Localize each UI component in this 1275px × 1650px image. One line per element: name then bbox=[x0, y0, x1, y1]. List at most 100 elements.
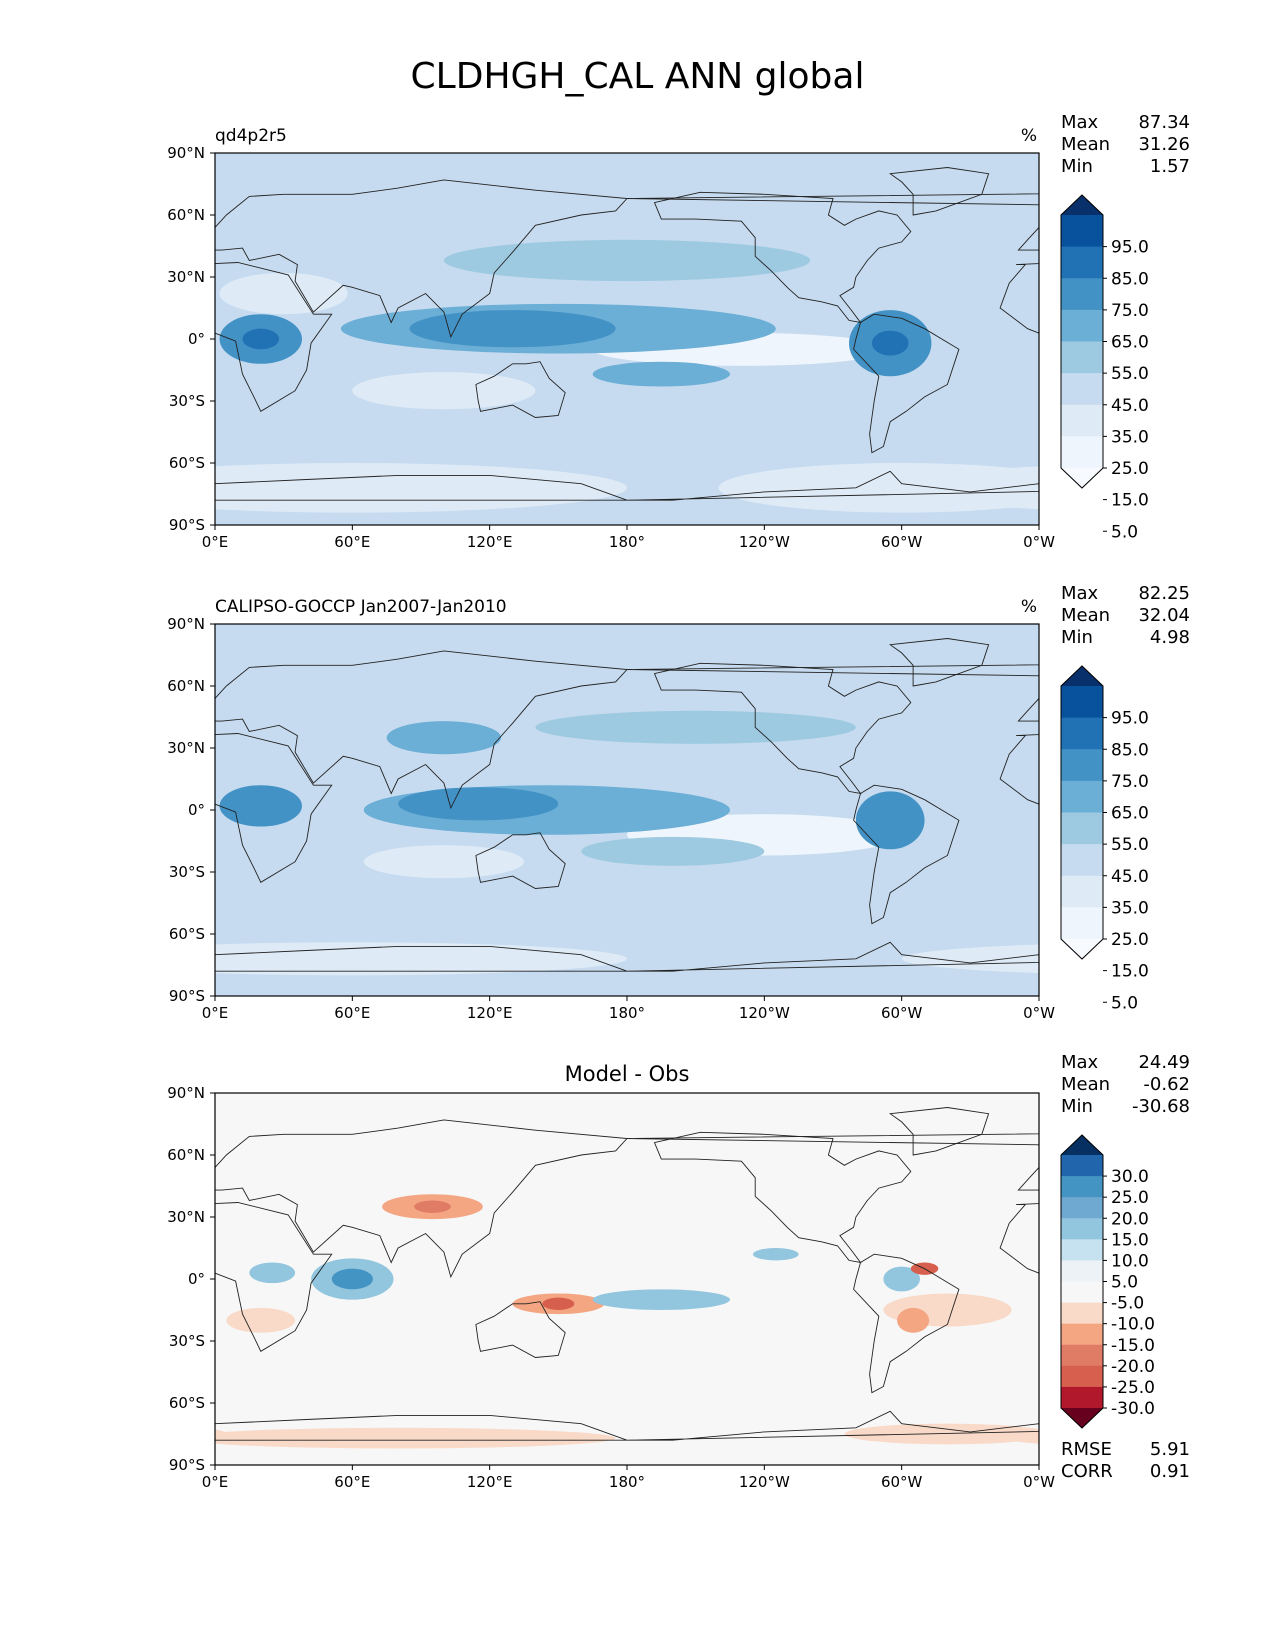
x-tick-label: 0°W bbox=[1023, 1004, 1055, 1022]
colorbar-tick-label: 55.0 bbox=[1111, 835, 1149, 855]
field-feature-8-wrap bbox=[1234, 310, 1275, 347]
field-feature-15-wrap bbox=[87, 1262, 114, 1274]
x-tick-label: 180° bbox=[609, 1473, 645, 1491]
field-feature-5 bbox=[352, 372, 536, 410]
stat-label-max: Max bbox=[1061, 112, 1099, 133]
x-tick-label: 180° bbox=[609, 1004, 645, 1022]
x-tick-label: 120°E bbox=[467, 533, 513, 551]
colorbar-tick-label: 75.0 bbox=[1111, 772, 1149, 792]
y-tick-label: 30°S bbox=[169, 392, 205, 410]
antarctica-outline-east bbox=[626, 470, 1039, 501]
y-tick-label: 60°S bbox=[169, 925, 205, 943]
field-feature-3 bbox=[363, 845, 524, 879]
colorbar-tick-label: -25.0 bbox=[1111, 1378, 1155, 1398]
units-label: % bbox=[1021, 126, 1037, 146]
antarctica-outline-west bbox=[215, 1414, 628, 1441]
x-tick-label: 120°E bbox=[467, 1004, 513, 1022]
colorbar: 30.025.020.015.010.05.0-5.0-10.0-15.0-20… bbox=[1060, 1134, 1155, 1429]
colorbar-tick-label: 35.0 bbox=[1111, 898, 1149, 918]
field-feature-9 bbox=[855, 791, 925, 850]
field-feature-3 bbox=[219, 272, 348, 315]
africa-outline-east bbox=[999, 263, 1039, 334]
australia-outline bbox=[475, 361, 566, 418]
colorbar-segment bbox=[1061, 278, 1103, 311]
x-tick-label: 0°E bbox=[202, 533, 229, 551]
y-tick-label: 90°N bbox=[167, 144, 205, 162]
colorbar-segment bbox=[1061, 404, 1103, 437]
colorbar-tick-label: 15.0 bbox=[1111, 491, 1149, 511]
colorbar-tick-label: 25.0 bbox=[1111, 1188, 1149, 1208]
colorbar-tick-label: -20.0 bbox=[1111, 1357, 1155, 1377]
x-tick-label: 60°E bbox=[334, 1473, 370, 1491]
africa-outline-west bbox=[215, 733, 333, 883]
y-tick-label: 0° bbox=[188, 801, 205, 819]
field-feature-16-wrap bbox=[73, 1308, 105, 1333]
field-feature-12-wrap bbox=[48, 331, 85, 356]
colorbar-segment bbox=[1061, 1155, 1103, 1177]
colorbar-tick-label: 95.0 bbox=[1111, 709, 1149, 729]
colorbar-segment bbox=[1061, 1323, 1103, 1346]
stat-label-min: Min bbox=[1061, 627, 1093, 648]
colorbar-tick-label: 30.0 bbox=[1111, 1167, 1149, 1187]
field-feature-9-wrap bbox=[32, 791, 101, 849]
field-feature-1-wrap bbox=[1004, 1432, 1039, 1444]
x-tick-label: 120°E bbox=[467, 1473, 513, 1491]
y-tick-label: 30°S bbox=[169, 1332, 205, 1350]
panel-title: Model - Obs bbox=[565, 1062, 690, 1086]
field-feature-8 bbox=[331, 1268, 373, 1290]
stat-label-min: Min bbox=[1061, 1096, 1093, 1117]
field-feature-7-wrap bbox=[1165, 304, 1275, 354]
stat-value-mean: -0.62 bbox=[1143, 1074, 1190, 1095]
colorbar-extend-bottom bbox=[1061, 939, 1103, 959]
figure-title: CLDHGH_CAL ANN global bbox=[410, 56, 865, 97]
colorbar-segment bbox=[1061, 1386, 1103, 1409]
colorbar-tick-label: -30.0 bbox=[1111, 1399, 1155, 1419]
y-tick-label: 60°S bbox=[169, 1394, 205, 1412]
map-field bbox=[0, 624, 1275, 996]
colorbar-tick-label: -10.0 bbox=[1111, 1315, 1155, 1335]
africa-outline-west bbox=[215, 1202, 333, 1352]
field-feature-3-wrap bbox=[1188, 845, 1275, 878]
colorbar-tick-label: 15.0 bbox=[1111, 1230, 1149, 1250]
y-tick-label: 90°S bbox=[169, 1456, 205, 1474]
field-feature-14 bbox=[226, 1307, 296, 1333]
corr-label: CORR bbox=[1061, 1461, 1113, 1482]
colorbar-tick-label: 25.0 bbox=[1111, 459, 1149, 479]
stat-value-min: 4.98 bbox=[1150, 627, 1190, 648]
colorbar-segment bbox=[1061, 1176, 1103, 1198]
y-tick-label: 90°S bbox=[169, 987, 205, 1005]
map-panel-1: 0°E 60°E 120°E 180° 120°W 60°W 0°W 90°N 60°N 30°N… bbox=[0, 112, 1275, 551]
colorbar-segment bbox=[1061, 686, 1103, 719]
map-field bbox=[73, 1093, 1197, 1465]
map-field bbox=[0, 153, 1275, 525]
x-tick-label: 60°E bbox=[334, 1004, 370, 1022]
field-feature-8 bbox=[219, 785, 302, 827]
greenland-outline bbox=[888, 167, 990, 216]
field-feature-8-wrap bbox=[1156, 1269, 1197, 1290]
stat-value-min: 1.57 bbox=[1150, 156, 1190, 177]
africa-outline-east bbox=[999, 1203, 1039, 1274]
colorbar-segment bbox=[1061, 373, 1103, 406]
colorbar-segment bbox=[1061, 1365, 1103, 1388]
colorbar-tick-label: 20.0 bbox=[1111, 1209, 1149, 1229]
colorbar-segment bbox=[1061, 1239, 1103, 1261]
x-tick-label: 0°W bbox=[1023, 1473, 1055, 1491]
y-tick-label: 0° bbox=[188, 330, 205, 348]
field-feature-7-wrap bbox=[1222, 787, 1275, 820]
y-tick-label: 60°N bbox=[167, 206, 205, 224]
field-feature-12 bbox=[883, 1266, 920, 1292]
antarctica-outline-east bbox=[626, 941, 1039, 972]
colorbar-tick-label: 95.0 bbox=[1111, 238, 1149, 258]
field-feature-2-wrap bbox=[0, 814, 78, 855]
field-feature-8 bbox=[409, 310, 616, 348]
colorbar-extend-top bbox=[1061, 666, 1103, 686]
field-feature-4-wrap bbox=[0, 333, 66, 366]
field-feature-11-wrap bbox=[25, 310, 107, 376]
field-feature-2-wrap bbox=[215, 471, 261, 505]
colorbar-segment bbox=[1061, 1218, 1103, 1240]
y-tick-label: 60°N bbox=[167, 1146, 205, 1164]
colorbar-extend-bottom bbox=[1061, 468, 1103, 488]
x-tick-label: 60°W bbox=[881, 533, 923, 551]
field-feature-2 bbox=[844, 1423, 1039, 1445]
antarctica-outline-west bbox=[215, 474, 628, 501]
